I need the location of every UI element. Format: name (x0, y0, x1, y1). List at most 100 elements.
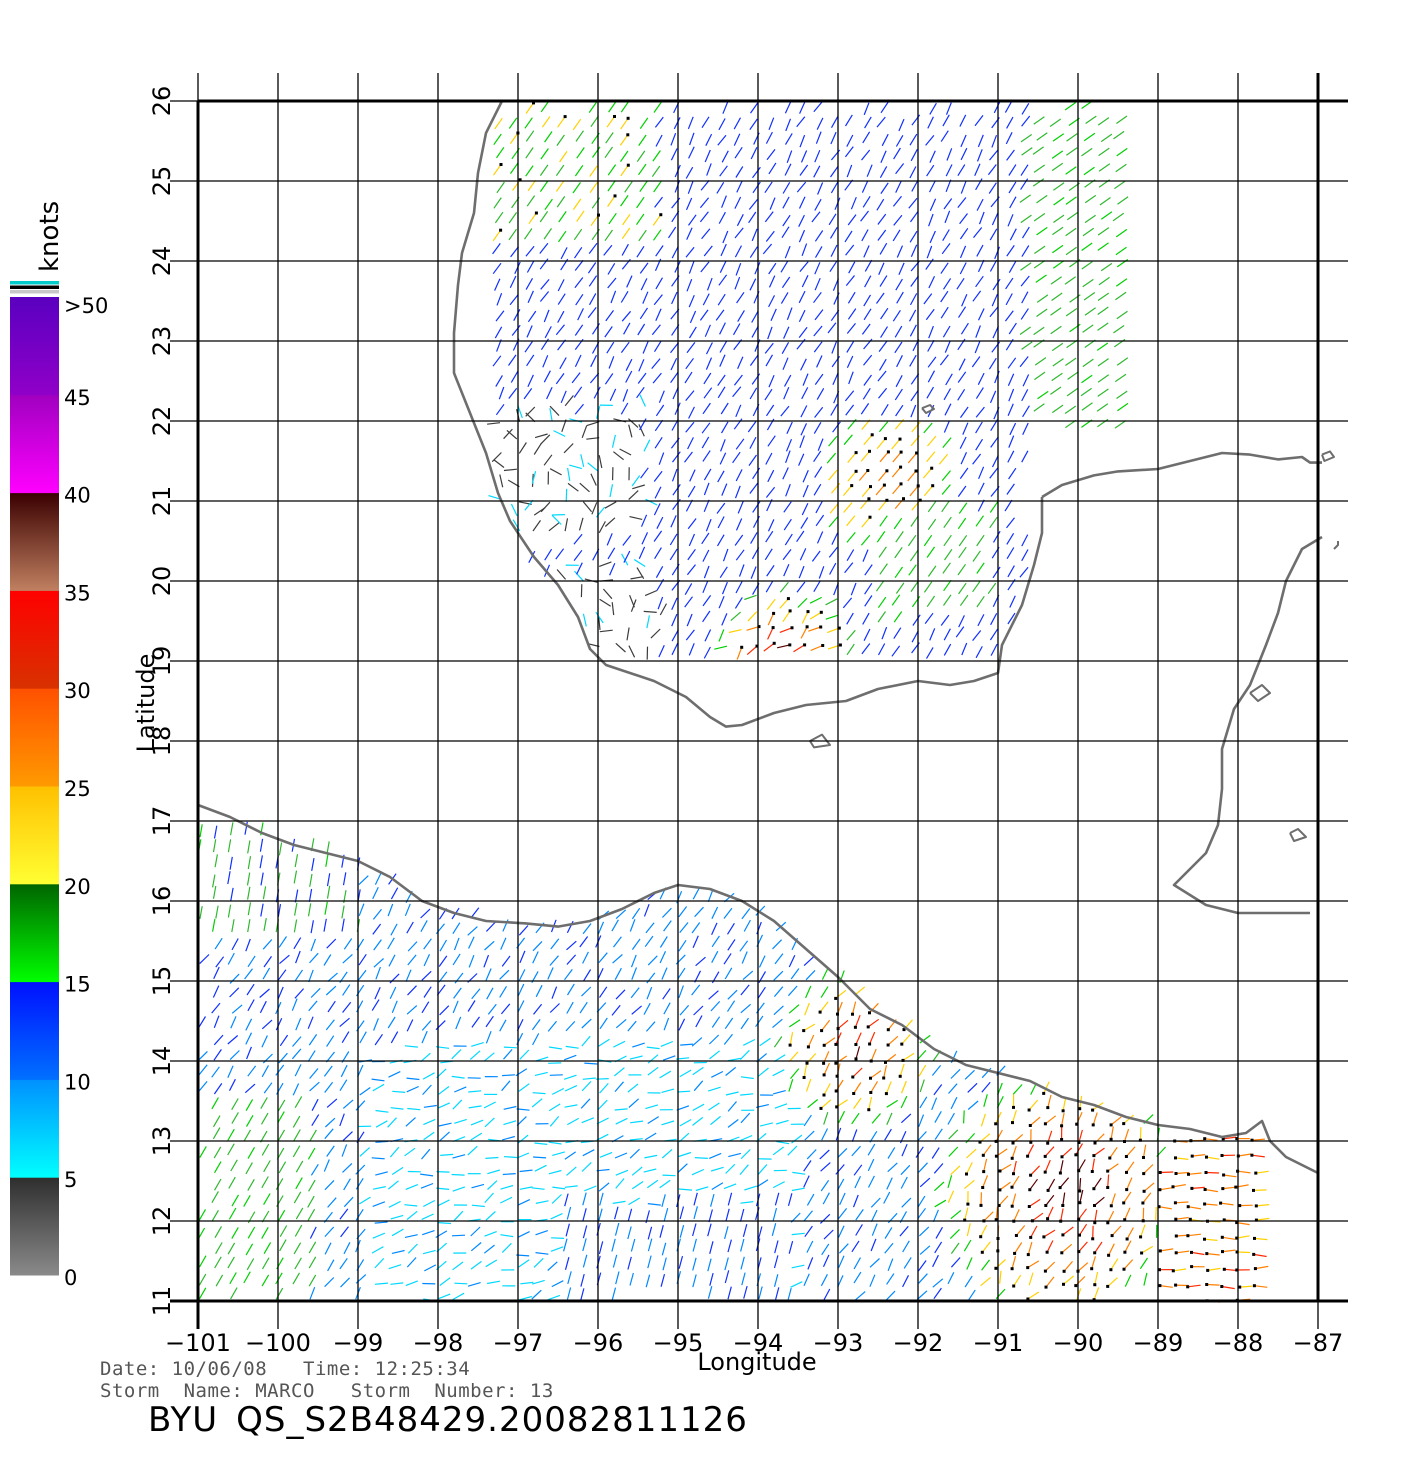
wind-vector (1059, 1160, 1064, 1174)
rain-flag-marker (499, 163, 503, 166)
wind-vector (1124, 1207, 1131, 1220)
coastline (197, 100, 1339, 1175)
wind-vector (1079, 1178, 1082, 1192)
wind-vector (995, 1129, 1003, 1142)
wind-vector (972, 580, 981, 593)
latitude-tick-label: 25 (148, 166, 176, 197)
wind-vector (261, 1176, 269, 1189)
wind-vector (647, 1066, 659, 1076)
wind-vector (727, 1101, 737, 1112)
wind-vector (686, 613, 693, 627)
wind-vector (586, 437, 600, 440)
wind-vector (861, 323, 871, 335)
wind-vector (619, 134, 629, 146)
rain-flag-marker (820, 1029, 824, 1033)
wind-vector (1084, 307, 1096, 316)
wind-vector (960, 147, 968, 161)
wind-vector (326, 885, 331, 899)
wind-vector (471, 988, 481, 1000)
latitude-tick-label: 21 (148, 486, 176, 517)
wind-vector (693, 1005, 704, 1016)
wind-vector (1029, 1116, 1041, 1126)
wind-vector (847, 470, 857, 482)
wind-vector (850, 582, 857, 596)
wind-vector (1175, 1201, 1189, 1204)
wind-vector (1006, 483, 1015, 495)
wind-vector (805, 969, 816, 981)
colorbar-tick-label: 20 (64, 875, 91, 899)
wind-vector (830, 403, 838, 416)
wind-vector (213, 1049, 222, 1061)
wind-vector (861, 643, 871, 655)
wind-vector (467, 1145, 478, 1156)
rain-flag-marker (532, 101, 535, 105)
wind-vector (451, 1049, 462, 1060)
wind-vector (552, 1151, 565, 1156)
wind-vector (705, 518, 712, 532)
wind-vector (1251, 1138, 1265, 1141)
wind-vector (198, 1064, 208, 1076)
rain-flag-marker (1010, 1156, 1014, 1160)
wind-vector (492, 243, 501, 255)
wind-vector (495, 310, 505, 322)
wind-vector (324, 1277, 335, 1288)
wind-vector (502, 1135, 515, 1141)
wind-vector (907, 534, 917, 547)
wind-vector (929, 102, 937, 115)
wind-vector (999, 1163, 1012, 1172)
latitude-tick-label: 17 (148, 806, 176, 837)
wind-vector (950, 1209, 962, 1220)
wind-vector (311, 1114, 320, 1127)
wind-vector (708, 1152, 722, 1159)
wind-vector (511, 324, 521, 336)
wind-vector (975, 438, 984, 451)
wind-vector (245, 1162, 253, 1175)
wind-vector (891, 438, 901, 450)
rain-flag-marker (534, 211, 538, 215)
wind-vector (293, 919, 298, 933)
rain-flag-marker (899, 465, 903, 469)
wind-vector (439, 1005, 450, 1016)
wind-vector (825, 598, 838, 606)
wind-vector (787, 1287, 792, 1301)
rain-flag-marker (1219, 1201, 1223, 1205)
wind-vector (551, 514, 562, 525)
wind-vector (620, 150, 629, 162)
wind-vector (227, 1242, 236, 1255)
wind-vector (1061, 1243, 1073, 1254)
wind-vector (1220, 1202, 1234, 1206)
wind-vector (752, 166, 761, 179)
wind-vector (877, 596, 887, 609)
wind-vector (749, 278, 757, 291)
wind-vector (864, 595, 873, 607)
wind-vector (1083, 292, 1096, 301)
wind-vector (947, 1190, 955, 1203)
wind-vector (909, 133, 918, 146)
wind-vector (846, 515, 856, 527)
wind-vector (767, 613, 775, 626)
wind-vector (260, 1112, 269, 1125)
wind-vector (964, 1207, 969, 1221)
wind-vector (646, 986, 653, 1000)
latitude-tick-label: 20 (148, 566, 176, 597)
wind-vector (423, 953, 431, 967)
wind-vector (998, 1195, 1009, 1206)
wind-vector (590, 214, 599, 227)
rain-flag-marker (613, 115, 616, 118)
wind-vector (1253, 1253, 1267, 1258)
rain-flag-marker (1158, 1249, 1162, 1253)
wind-vector (495, 403, 505, 416)
wind-vector (928, 213, 934, 227)
wind-vector (582, 1254, 588, 1268)
wind-vector (736, 180, 743, 193)
rain-flag-marker (803, 643, 807, 647)
rain-flag-marker (805, 1061, 809, 1065)
wind-vector (768, 295, 776, 308)
wind-vector (499, 1019, 507, 1032)
longitude-tick-label: −91 (973, 1329, 1024, 1357)
wind-vector (453, 937, 460, 951)
wind-vector (801, 243, 808, 257)
wind-vector (711, 906, 719, 919)
wind-vector (980, 1113, 986, 1127)
wind-vector (764, 342, 774, 354)
